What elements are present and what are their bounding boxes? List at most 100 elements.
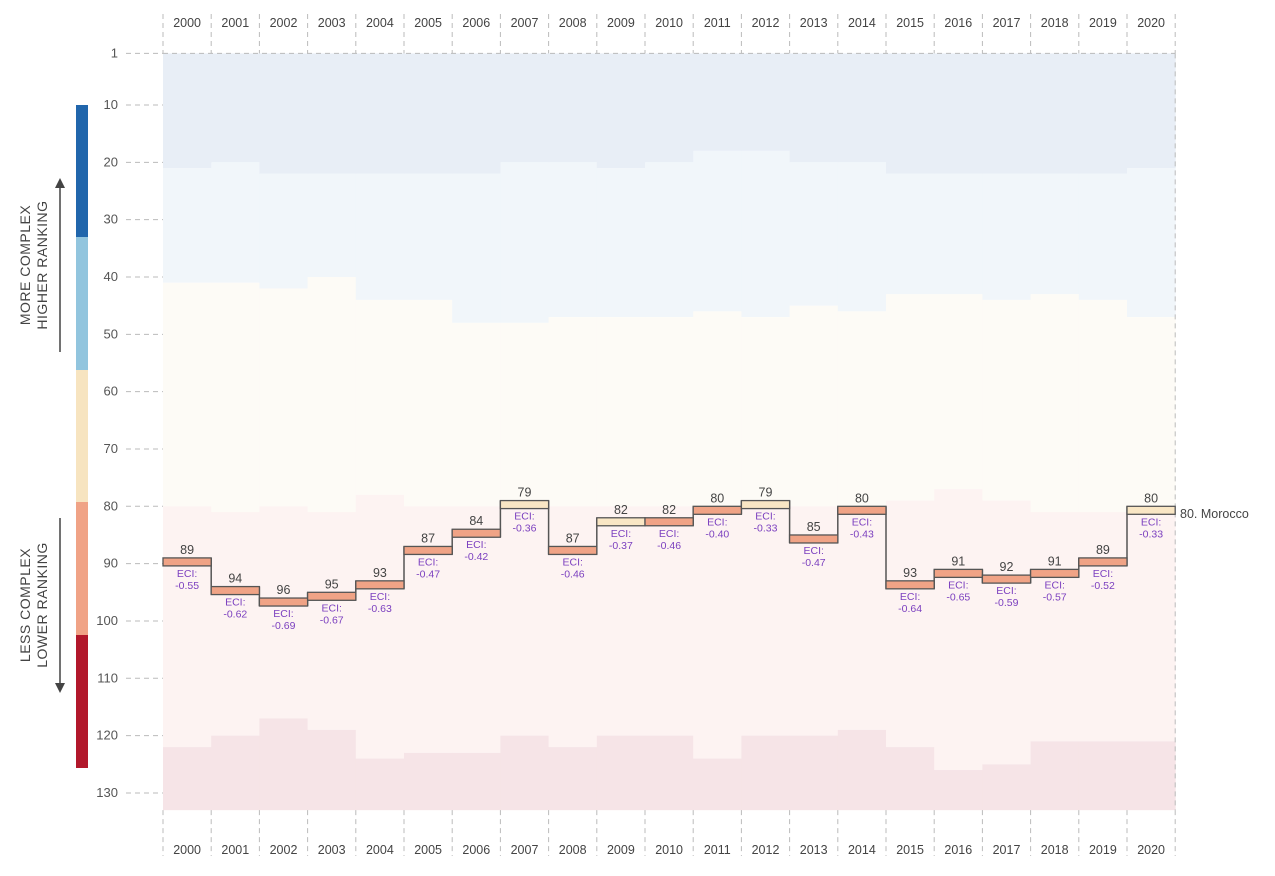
eci-value: -0.33 [754, 523, 778, 535]
y-tick-label: 1 [111, 45, 118, 60]
band-segment [211, 162, 260, 283]
rank-box [981, 574, 1032, 584]
y-tick-label: 100 [96, 613, 118, 628]
y-tick-label: 40 [104, 269, 118, 284]
eci-value: -0.46 [657, 540, 681, 552]
year-label-top: 2015 [896, 16, 924, 30]
rank-box [306, 591, 357, 601]
band-segment [307, 173, 357, 277]
band-segment [789, 506, 839, 736]
year-label-top: 2019 [1089, 16, 1117, 30]
year-label-bottom: 2007 [511, 843, 539, 857]
rank-box [740, 499, 791, 510]
band-segment [404, 173, 453, 300]
year-label-bottom: 2002 [270, 843, 298, 857]
band-segment [789, 162, 839, 306]
band-segment [307, 276, 357, 513]
year-label-bottom: 2001 [221, 843, 249, 857]
eci-prefix: ECI: [370, 591, 390, 603]
legend-upper-line1: MORE COMPLEX [17, 205, 33, 326]
year-label-bottom: 2005 [414, 843, 442, 857]
eci-value: -0.55 [175, 580, 199, 592]
rank-box [644, 517, 694, 527]
band-segment [837, 53, 887, 163]
band-segment [500, 322, 550, 507]
eci-prefix: ECI: [900, 591, 920, 603]
eci-value: -0.57 [1043, 591, 1067, 603]
band-segment [837, 506, 887, 730]
band-segment [596, 506, 646, 736]
eci-prefix: ECI: [418, 556, 438, 568]
band-segment [982, 299, 1032, 501]
year-label-bottom: 2003 [318, 843, 346, 857]
year-label-bottom: 2017 [993, 843, 1021, 857]
band-segment [596, 317, 646, 507]
year-label-bottom: 2013 [800, 843, 828, 857]
year-label-bottom: 2016 [944, 843, 972, 857]
rank-box [885, 580, 935, 590]
band-segment [163, 747, 212, 811]
rank-label: 79 [518, 486, 532, 500]
legend-color-segment [76, 237, 88, 370]
rank-label: 91 [1048, 554, 1062, 568]
eci-prefix: ECI: [755, 511, 775, 523]
rank-box [1078, 557, 1128, 567]
year-label-top: 2014 [848, 16, 876, 30]
rank-label: 94 [228, 572, 242, 586]
band-segment [886, 173, 935, 295]
band-segment [163, 282, 212, 507]
band-segment [982, 500, 1032, 765]
band-segment [355, 53, 405, 174]
rank-box [499, 499, 550, 510]
band-segment [404, 53, 453, 174]
y-tick-label: 50 [104, 326, 118, 341]
band-segment [1030, 294, 1080, 513]
band-segment [789, 53, 839, 163]
year-label-top: 2005 [414, 16, 442, 30]
y-tick-label: 130 [96, 785, 118, 800]
band-segment [741, 735, 791, 811]
band-segment [307, 53, 357, 174]
band-segment [596, 168, 646, 318]
eci-value: -0.36 [513, 523, 537, 535]
band-segment [404, 752, 453, 811]
rank-box [837, 505, 887, 515]
band-segment [596, 53, 646, 169]
band-segment [934, 53, 983, 174]
band-segment [1127, 53, 1176, 169]
band-segment [741, 150, 791, 318]
band-segment [837, 162, 887, 312]
band-segment [548, 747, 598, 811]
band-segment [645, 735, 694, 811]
band-segment [548, 317, 598, 507]
rank-label: 82 [662, 503, 676, 517]
year-label-bottom: 2008 [559, 843, 587, 857]
band-segment [934, 770, 983, 811]
year-label-bottom: 2019 [1089, 843, 1117, 857]
rank-label: 89 [180, 543, 194, 557]
band-segment [259, 288, 309, 507]
complexity-legend: MORE COMPLEX HIGHER RANKING LESS COMPLEX… [17, 105, 88, 768]
year-label-top: 2018 [1041, 16, 1069, 30]
year-label-top: 2007 [511, 16, 539, 30]
year-label-top: 2020 [1137, 16, 1165, 30]
band-segment [500, 53, 550, 163]
year-label-bottom: 2020 [1137, 843, 1165, 857]
rank-label: 93 [903, 566, 917, 580]
band-segment [982, 173, 1032, 300]
year-label-top: 2012 [752, 16, 780, 30]
eci-value: -0.63 [368, 603, 392, 615]
band-segment [1078, 53, 1128, 174]
grid-lines: 1102030405060708090100110120130200020002… [96, 14, 1176, 857]
rank-box [933, 568, 984, 579]
band-segment [693, 506, 742, 759]
rank-box [1126, 505, 1176, 515]
year-label-bottom: 2015 [896, 843, 924, 857]
band-segment [741, 53, 791, 151]
rank-box [692, 505, 743, 515]
rank-box [403, 545, 453, 556]
eci-value: -0.67 [320, 614, 344, 626]
band-segment [259, 506, 309, 719]
y-tick-label: 110 [97, 670, 118, 685]
band-segment [934, 294, 983, 490]
